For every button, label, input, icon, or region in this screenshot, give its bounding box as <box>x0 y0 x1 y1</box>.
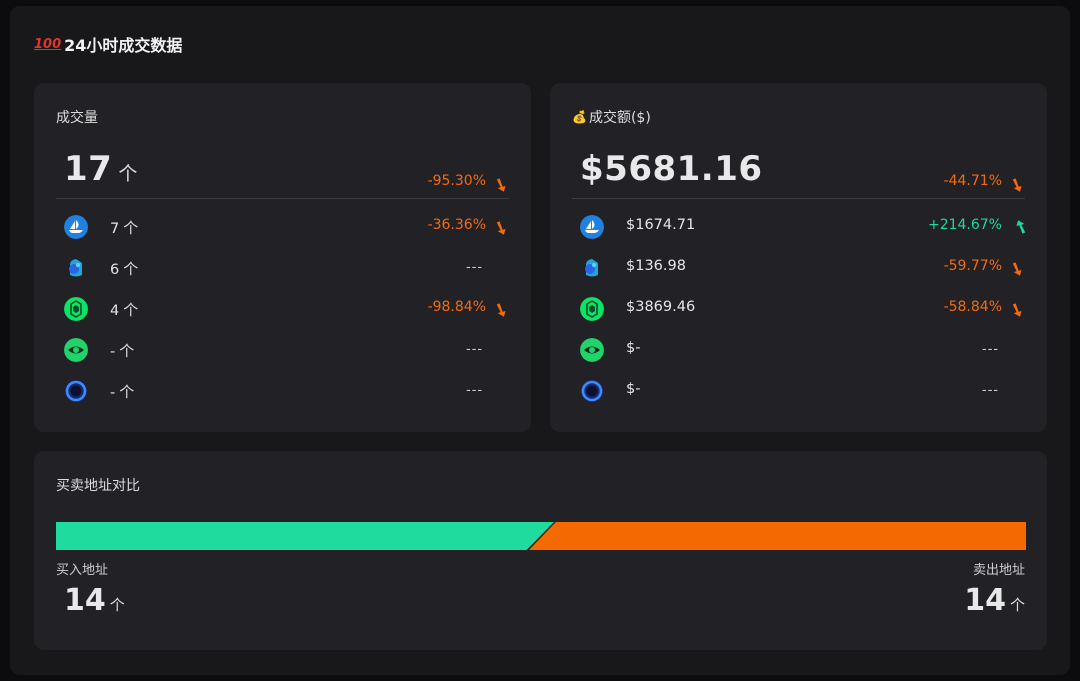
amount-total-value: $5681.16 <box>580 149 763 189</box>
sell-address-value: 14 <box>964 583 1006 618</box>
volume-card-title: 成交量 <box>56 110 98 126</box>
arrow-down-icon <box>496 178 506 192</box>
panel-header: 100 24小时成交数据 <box>34 32 182 56</box>
row-value: 4 <box>110 303 120 319</box>
amount-card: 💰 成交额($) $5681.16 -44.71% $1674.71 +214.… <box>550 83 1047 432</box>
volume-divider <box>56 198 509 199</box>
row-unit: 个 <box>119 383 135 401</box>
row-value: $3869.46 <box>626 299 696 315</box>
row-value: $- <box>626 340 641 356</box>
amount-row[interactable]: $136.98 -59.77% <box>550 253 1047 283</box>
row-change: -98.84% <box>427 299 486 315</box>
looksrare-icon <box>580 297 604 321</box>
opensea-icon <box>580 215 604 239</box>
amount-divider <box>572 198 1025 199</box>
sell-address-label: 卖出地址 <box>972 563 1025 578</box>
volume-total-change: -95.30% <box>427 173 486 189</box>
amount-row[interactable]: $- --- <box>550 335 1047 365</box>
row-change: -36.36% <box>427 217 486 233</box>
row-change: +214.67% <box>927 217 1002 233</box>
money-bag-icon: 💰 <box>572 110 587 124</box>
x2y2-icon <box>580 338 604 362</box>
buy-address-bar <box>56 522 554 550</box>
arrow-down-icon <box>1012 262 1022 276</box>
amount-row[interactable]: $1674.71 +214.67% <box>550 212 1047 242</box>
address-card-title: 买卖地址对比 <box>56 478 140 494</box>
row-unit: 个 <box>123 219 139 237</box>
row-change: --- <box>466 260 484 275</box>
row-value: - <box>110 385 116 401</box>
row-unit: 个 <box>123 301 139 319</box>
sell-address-bar <box>529 522 1026 550</box>
sudoswap-icon <box>581 380 603 402</box>
arrow-down-icon <box>1012 178 1022 192</box>
row-value: $136.98 <box>626 258 686 274</box>
row-change: --- <box>982 383 1000 398</box>
buy-address-label: 买入地址 <box>56 563 109 578</box>
blur-icon <box>69 259 82 277</box>
amount-row[interactable]: $3869.46 -58.84% <box>550 294 1047 324</box>
row-value: $1674.71 <box>626 217 696 233</box>
row-value: $- <box>626 381 641 397</box>
row-change: --- <box>466 342 484 357</box>
volume-row[interactable]: -个 --- <box>34 376 531 406</box>
looksrare-icon <box>64 297 88 321</box>
row-value: - <box>110 344 116 360</box>
volume-total: 17 个 <box>64 149 137 189</box>
row-change: -58.84% <box>943 299 1002 315</box>
address-card: 买卖地址对比 买入地址 卖出地址 14 个 14 个 <box>34 451 1047 650</box>
row-value: 7 <box>110 221 120 237</box>
panel-title: 24小时成交数据 <box>64 36 183 55</box>
arrow-down-icon <box>1012 303 1022 317</box>
amount-total: $5681.16 <box>580 149 763 189</box>
row-change: --- <box>982 342 1000 357</box>
opensea-icon <box>64 215 88 239</box>
arrow-up-icon <box>1016 220 1026 234</box>
row-change: --- <box>466 383 484 398</box>
buy-address-count: 14 个 <box>64 583 125 618</box>
amount-total-change: -44.71% <box>943 173 1002 189</box>
amount-card-title: 💰 成交额($) <box>572 107 651 127</box>
row-unit: 个 <box>123 260 139 278</box>
arrow-down-icon <box>496 221 506 235</box>
row-unit: 个 <box>119 342 135 360</box>
amount-row[interactable]: $- --- <box>550 376 1047 406</box>
buy-address-unit: 个 <box>109 596 125 614</box>
hundred-points-icon: 100 <box>34 36 62 52</box>
sell-address-unit: 个 <box>1009 596 1025 614</box>
blur-icon <box>585 259 598 277</box>
volume-total-value: 17 <box>64 149 113 189</box>
sudoswap-icon <box>65 380 87 402</box>
x2y2-icon <box>64 338 88 362</box>
amount-card-title-text: 成交额($) <box>588 110 651 126</box>
volume-total-unit: 个 <box>118 163 138 185</box>
row-value: 6 <box>110 262 120 278</box>
volume-row[interactable]: -个 --- <box>34 335 531 365</box>
arrow-down-icon <box>496 303 506 317</box>
sell-address-count: 14 个 <box>964 583 1025 618</box>
row-change: -59.77% <box>943 258 1002 274</box>
buy-address-value: 14 <box>64 583 106 618</box>
